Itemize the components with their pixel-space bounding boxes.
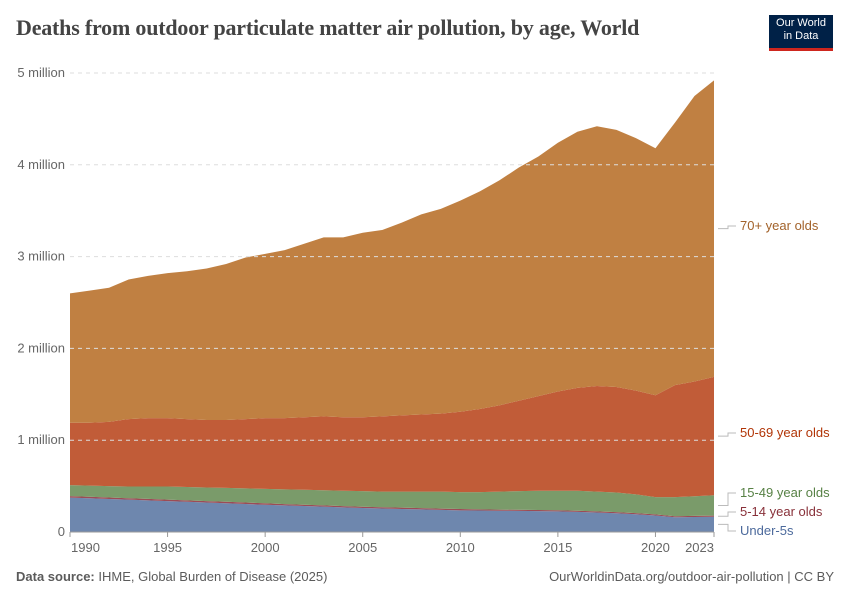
series-label: Under-5s <box>740 523 794 538</box>
y-tick-label: 3 million <box>17 249 65 264</box>
chart-title: Deaths from outdoor particulate matter a… <box>16 15 640 40</box>
x-tick-label: 1995 <box>153 540 182 555</box>
x-tick-label: 2000 <box>251 540 280 555</box>
area-15-49-year-olds <box>70 485 714 517</box>
logo-line2: in Data <box>783 30 819 42</box>
series-label: 70+ year olds <box>740 218 819 233</box>
label-connector <box>718 492 736 506</box>
logo-line1: Our World <box>776 17 826 29</box>
area-under-5s <box>70 497 714 532</box>
x-tick-label: 2015 <box>543 540 572 555</box>
series-label: 50-69 year olds <box>740 425 830 440</box>
area-70-year-olds <box>70 80 714 423</box>
source-label: Data source: <box>16 569 95 584</box>
y-tick-label: 0 <box>58 524 65 539</box>
x-tick-label: 2020 <box>641 540 670 555</box>
y-tick-label: 2 million <box>17 340 65 355</box>
data-source: Data source: IHME, Global Burden of Dise… <box>16 569 327 584</box>
label-connector <box>718 225 736 230</box>
label-connector <box>718 432 736 437</box>
x-tick-label: 2005 <box>348 540 377 555</box>
series-label: 15-49 year olds <box>740 485 830 500</box>
x-tick-label: 2023 <box>685 540 714 555</box>
source-url[interactable]: OurWorldinData.org/outdoor-air-pollution… <box>549 569 834 584</box>
x-tick-label: 2010 <box>446 540 475 555</box>
label-connector <box>718 511 736 517</box>
label-connector <box>718 523 736 532</box>
area-50-69-year-olds <box>70 376 714 498</box>
source-text[interactable]: IHME, Global Burden of Disease (2025) <box>98 569 328 584</box>
y-tick-label: 5 million <box>17 65 65 80</box>
y-tick-label: 1 million <box>17 432 65 447</box>
y-tick-label: 4 million <box>17 157 65 172</box>
owid-logo[interactable]: Our World in Data <box>769 15 833 51</box>
series-label: 5-14 year olds <box>740 504 823 519</box>
x-tick-label: 1990 <box>71 540 100 555</box>
